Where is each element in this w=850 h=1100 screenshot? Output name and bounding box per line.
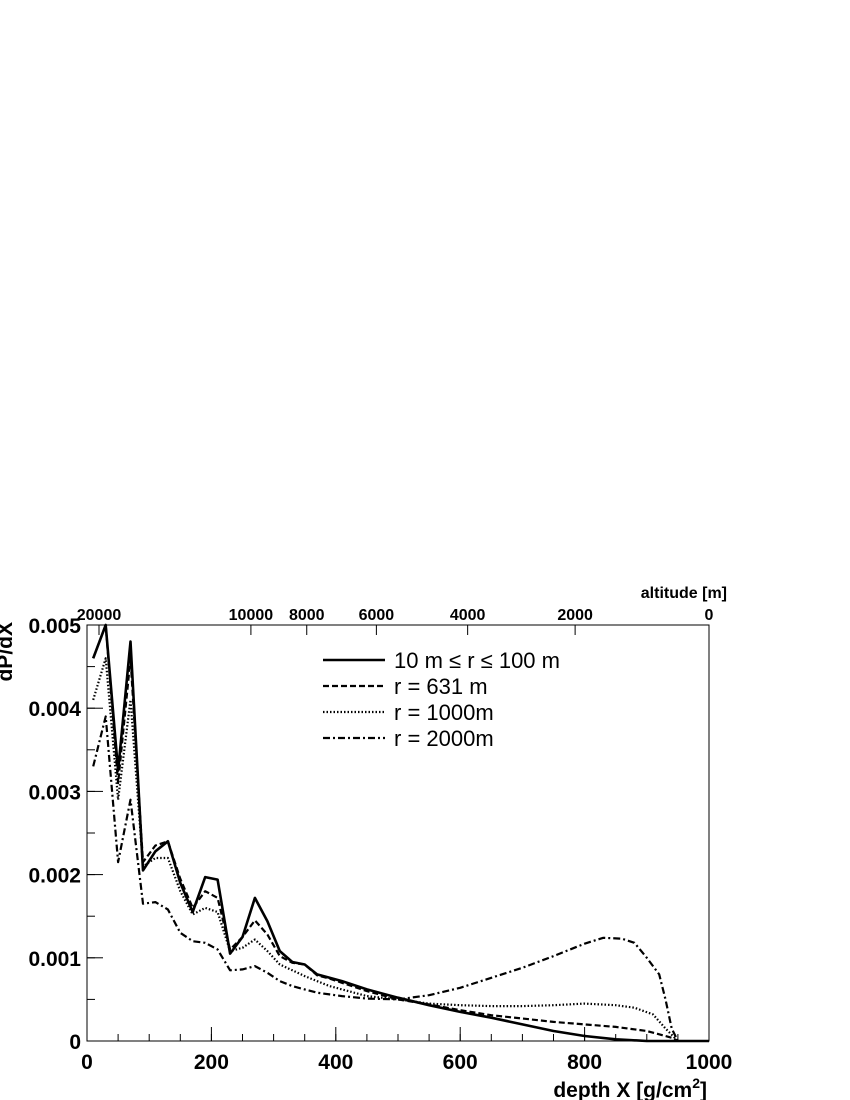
top-tick-label: 20000 <box>77 607 122 624</box>
x-tick-label: 800 <box>567 1051 602 1074</box>
axis-ticks <box>86 624 710 1042</box>
legend-label: r = 631 m <box>394 674 488 699</box>
axis-tick-labels: 0 0.001 0.002 0.003 0.004 0.005 0 200 400 600 800 1… <box>28 607 732 1074</box>
x-tick-label: 400 <box>318 1051 353 1074</box>
x-tick-label: 600 <box>443 1051 478 1074</box>
series-lines <box>91 623 709 1043</box>
y-tick-label: 0.002 <box>28 865 81 888</box>
y-tick-label: 0.001 <box>28 948 81 971</box>
top-tick-label: 8000 <box>289 607 325 624</box>
legend-label: 10 m ≤ r ≤ 100 m <box>394 648 560 673</box>
series-line-2 <box>92 623 679 1042</box>
y-tick-label: 0.003 <box>28 781 81 804</box>
legend-label: r = 1000m <box>394 700 494 725</box>
x-axis-label-end: ] <box>700 1079 707 1100</box>
x-axis-label: depth X [g/cm2] <box>553 1075 707 1100</box>
top-tick-label: 10000 <box>229 607 274 624</box>
top-tick-label: 4000 <box>450 607 486 624</box>
y-tick-label: 0.005 <box>28 615 81 638</box>
x-tick-label: 0 <box>81 1051 93 1074</box>
top-tick-label: 0 <box>705 607 714 624</box>
y-axis-label: dP/dX <box>0 622 17 682</box>
x-axis-label-sup: 2 <box>692 1075 700 1091</box>
x-tick-label: 200 <box>194 1051 229 1074</box>
top-axis-label: altitude [m] <box>641 585 727 602</box>
x-axis-label-main: depth X [g/cm <box>553 1079 692 1100</box>
top-tick-label: 2000 <box>557 607 593 624</box>
y-tick-label: 0.004 <box>28 698 81 721</box>
top-tick-label: 6000 <box>359 607 395 624</box>
series-line-3 <box>92 657 679 1042</box>
y-tick-label: 0 <box>69 1031 81 1054</box>
series-line-4 <box>92 715 679 1042</box>
legend-label: r = 2000m <box>394 726 494 751</box>
x-tick-label: 1000 <box>686 1051 733 1074</box>
